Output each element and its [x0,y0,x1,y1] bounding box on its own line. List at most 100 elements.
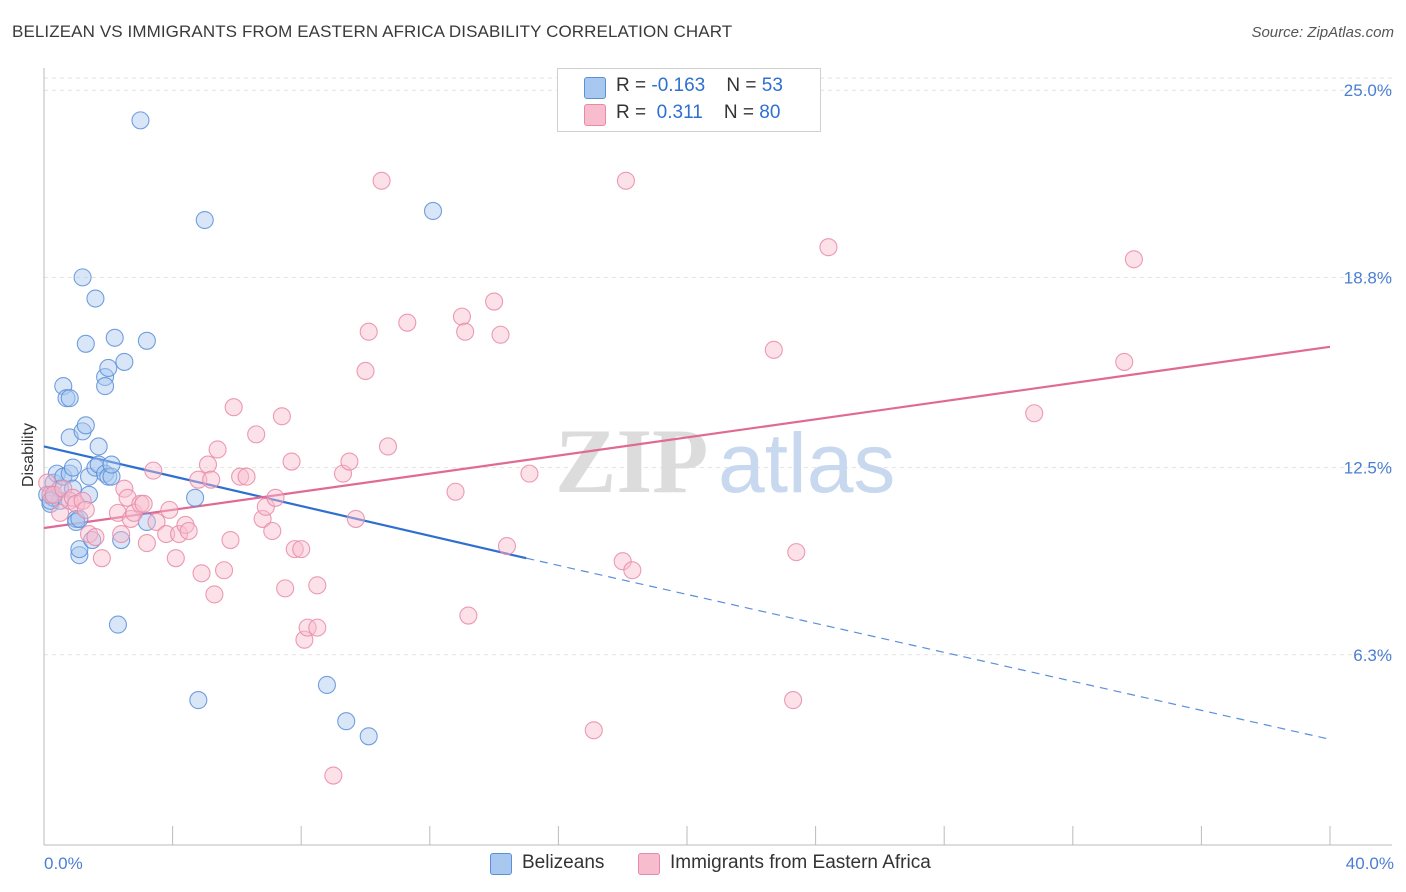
legend-label-eastern-africa: Immigrants from Eastern Africa [670,852,931,873]
data-point [276,579,295,598]
series-eastern-africa [38,171,1143,785]
data-point [613,552,632,571]
data-point [398,313,417,332]
y-tick-label: 18.8% [1344,268,1392,287]
data-point [160,500,179,519]
data-point [784,691,803,710]
data-point [295,630,314,649]
data-point [70,546,89,565]
data-point [452,307,472,326]
legend-r-value: 0.311 [651,102,703,123]
data-point [359,727,378,746]
data-point [147,512,166,531]
chart-title: BELIZEAN VS IMMIGRANTS FROM EASTERN AFRI… [12,22,733,41]
data-point [247,425,266,444]
data-point [189,691,208,710]
trend-lines [43,345,1331,740]
legend-n-value: 80 [759,102,781,123]
y-tick-label: 6.3% [1353,646,1392,665]
x-tick-label: 0.0% [44,854,83,873]
data-point [102,455,121,474]
data-point [131,111,150,130]
data-point [446,482,465,501]
data-point [137,534,156,553]
data-point [623,561,642,580]
x-tick-label: 40.0% [1346,854,1394,873]
data-point [92,549,111,568]
x-tick-labels: 0.0% 40.0% [44,854,1394,873]
data-point [224,398,243,417]
legend-n-label: N = [726,75,762,96]
data-point [76,334,95,353]
data-point [272,407,291,426]
data-point [169,524,189,544]
data-point [115,352,134,371]
data-point [372,171,391,190]
watermark-atlas: atlas [718,416,895,510]
legend-swatch-belizeans [490,853,512,875]
data-point [198,455,218,474]
source-label: Source: ZipAtlas.com [1251,24,1394,41]
data-point [237,467,256,486]
data-point [819,238,838,257]
data-point [137,331,156,350]
data-point [497,537,517,556]
data-point [459,606,478,625]
data-point [89,437,108,456]
data-point [359,322,378,341]
watermark-zip: ZIP [555,410,708,512]
legend-r-label: R = [616,75,652,96]
data-point [144,461,163,480]
data-point [616,171,635,190]
data-point [317,675,336,695]
data-point [195,210,214,230]
data-point [73,268,92,287]
data-point [1025,404,1044,423]
data-point [456,322,475,341]
data-point [308,618,327,637]
data-point [256,497,275,516]
data-point [76,416,95,435]
data-point [764,340,783,359]
data-point [346,509,365,528]
y-axis-label: Disability [20,423,37,487]
data-point [63,479,82,498]
data-point [520,464,539,483]
data-point [205,585,224,604]
legend-swatch-eastern-africa [584,104,606,126]
data-point [89,455,108,474]
axes [43,68,1392,846]
data-point [221,531,240,550]
data-point [70,509,89,528]
data-point [787,543,806,562]
data-point [189,470,208,489]
data-point [356,361,375,381]
data-point [186,488,205,507]
data-point [208,440,227,459]
data-point [166,549,185,568]
data-point [99,358,118,378]
y-tick-label: 12.5% [1344,459,1392,478]
legend-swatch-belizeans [584,77,606,99]
data-point [214,561,234,580]
legend-r-label: R = [616,102,652,123]
data-point [292,540,311,559]
trend-line-eastern-africa [43,345,1331,530]
stats-legend: R = -0.163 N = 53 R = 0.311 N = 80 [557,68,821,132]
data-point [108,615,127,634]
data-point [266,488,285,507]
data-point [134,494,153,513]
data-point [231,467,250,486]
y-tick-label: 25.0% [1344,81,1392,100]
data-point [192,564,211,583]
data-points [38,111,1143,785]
data-point [485,292,504,311]
data-point [337,712,356,731]
data-point [157,524,176,544]
data-point [112,531,131,550]
data-point [105,328,124,347]
data-point [202,470,221,489]
trend-line-belizeans [43,445,527,560]
legend-n-label: N = [723,102,760,123]
